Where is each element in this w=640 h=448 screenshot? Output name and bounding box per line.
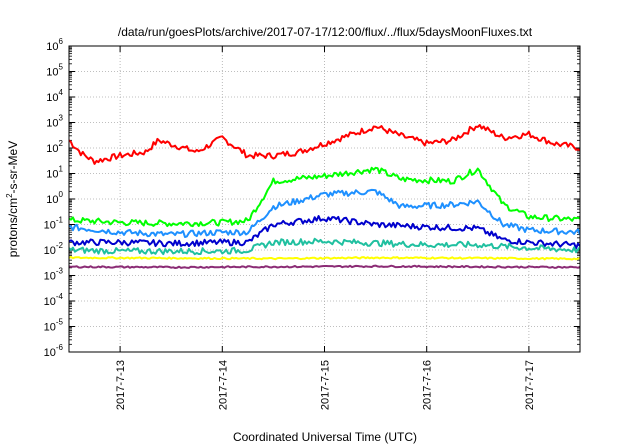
series-line-1: [69, 166, 580, 228]
y-axis-label-rest: -s-sr-MeV: [6, 141, 20, 194]
series-line-0: [69, 124, 580, 165]
chart-title: /data/run/goesPlots/archive/2017-07-17/1…: [118, 25, 533, 39]
x-tick-label: 2017-7-14: [217, 360, 229, 410]
y-tick-label: 10-4: [44, 292, 64, 308]
y-axis-label: protons/cm2-s-sr-MeV: [5, 141, 20, 257]
y-tick-label: 10-5: [44, 318, 64, 334]
x-axis: 2017-7-13 2017-7-14 2017-7-15 2017-7-16 2017…: [115, 46, 536, 410]
series-line-6: [69, 264, 580, 269]
y-axis-label-base: protons/cm: [6, 198, 20, 257]
series-group: [69, 124, 580, 269]
x-tick-label: 2017-7-16: [422, 360, 434, 410]
y-tick-label: 10-3: [44, 267, 64, 283]
x-tick-label: 2017-7-13: [115, 360, 127, 410]
series-line-3: [69, 215, 580, 250]
y-axis: 10-6 10-5 10-4 10-3 10-2 10-1 100 101 102 103 104 1…: [44, 37, 580, 359]
series-line-5: [69, 255, 580, 261]
x-tick-label: 2017-7-15: [320, 360, 332, 410]
x-axis-label: Coordinated Universal Time (UTC): [233, 430, 417, 444]
grid: [69, 46, 580, 352]
y-tick-label: 100: [46, 190, 63, 206]
y-tick-label: 104: [46, 88, 63, 104]
series-line-2: [69, 188, 580, 238]
y-tick-label: 10-6: [44, 343, 64, 359]
series-line-4: [69, 237, 580, 256]
y-tick-label: 103: [46, 114, 63, 130]
y-tick-label: 105: [46, 63, 63, 79]
y-tick-label: 10-1: [44, 216, 64, 232]
y-axis-label-sup: 2: [5, 193, 14, 198]
y-tick-label: 10-2: [44, 241, 64, 257]
x-tick-label: 2017-7-17: [524, 360, 536, 410]
y-tick-label: 106: [46, 37, 63, 53]
plot-frame: [68, 45, 581, 353]
y-tick-label: 101: [46, 165, 63, 181]
y-tick-label: 102: [46, 139, 63, 155]
